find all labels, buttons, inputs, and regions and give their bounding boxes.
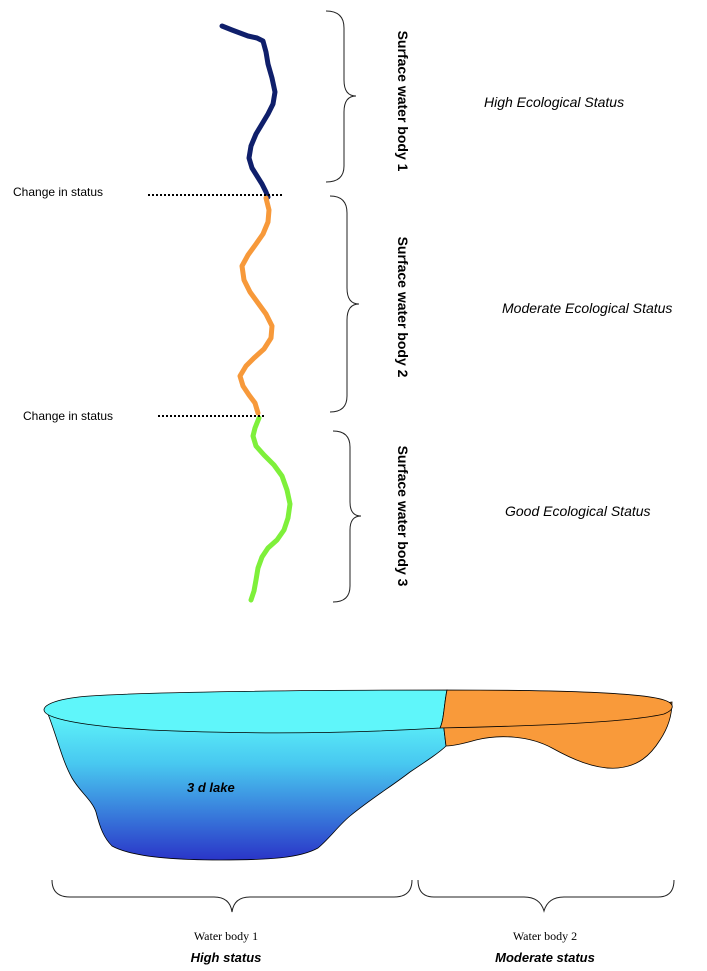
lake: 3 d lake	[43, 689, 673, 861]
lake-water-body-2-status: Moderate status	[495, 950, 595, 965]
lake-body-high	[47, 711, 447, 861]
boundary-label-1: Change in status	[13, 185, 103, 199]
river-segment-moderate	[237, 195, 275, 416]
river	[219, 23, 293, 603]
lake-surface-moderate	[439, 689, 673, 729]
boundary-label-2: Change in status	[23, 409, 113, 423]
lake-label: 3 d lake	[187, 780, 235, 795]
brace-water-body-1	[325, 10, 357, 183]
status-label-high: High Ecological Status	[484, 94, 624, 110]
lake-braces	[51, 879, 675, 913]
brace-lake-water-body-2	[417, 879, 675, 913]
ecological-status-labels: High Ecological Status Moderate Ecologic…	[484, 94, 672, 519]
lake-surface-high	[43, 689, 448, 734]
status-label-moderate: Moderate Ecological Status	[502, 300, 672, 316]
vertical-label-water-body-3: Surface water body 3	[395, 446, 411, 587]
lake-bottom-labels: Water body 1 High status Water body 2 Mo…	[191, 929, 595, 965]
brace-water-body-2	[329, 195, 360, 413]
river-segment-high	[219, 23, 278, 200]
vertical-label-water-body-1: Surface water body 1	[395, 31, 411, 172]
lake-water-body-2-name: Water body 2	[513, 929, 577, 943]
vertical-label-water-body-2: Surface water body 2	[395, 237, 411, 378]
lake-water-body-1-status: High status	[191, 950, 262, 965]
brace-water-body-3	[332, 430, 362, 603]
river-segment-good	[248, 415, 293, 603]
status-label-good: Good Ecological Status	[505, 503, 651, 519]
brace-lake-water-body-1	[51, 879, 413, 913]
lake-water-body-1-name: Water body 1	[194, 929, 258, 943]
status-boundaries: Change in status Change in status	[13, 185, 284, 423]
river-vertical-labels: Surface water body 1 Surface water body …	[395, 31, 411, 587]
river-braces	[325, 10, 362, 603]
